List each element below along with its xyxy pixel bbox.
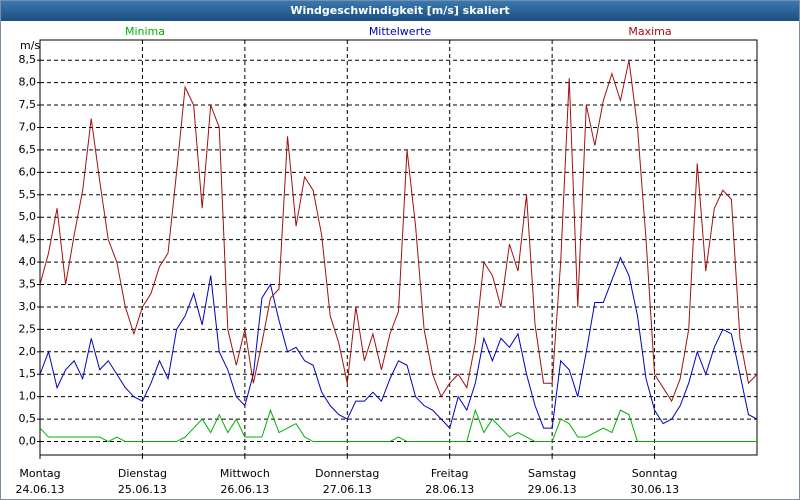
x-tick-label: 29.06.13	[528, 483, 577, 496]
y-tick-label: 0,5	[19, 412, 37, 425]
title-bar	[1, 1, 799, 21]
series-line	[39, 60, 758, 403]
y-tick-label: 3,5	[19, 278, 37, 291]
x-tick-label: Donnerstag	[315, 467, 379, 480]
y-tick-label: 7,0	[19, 120, 37, 133]
y-tick-label: 2,0	[19, 345, 37, 358]
x-tick-label: Freitag	[431, 467, 469, 480]
y-tick-label: 6,5	[19, 143, 37, 156]
x-tick-label: 26.06.13	[220, 483, 269, 496]
legend-entry: Maxima	[628, 25, 671, 38]
x-tick-label: Dienstag	[118, 467, 167, 480]
x-tick-label: Mittwoch	[220, 467, 270, 480]
y-tick-label: 4,5	[19, 233, 37, 246]
x-tick-label: 28.06.13	[425, 483, 474, 496]
legend-entry: Minima	[125, 25, 165, 38]
y-tick-label: 8,0	[19, 76, 37, 89]
y-tick-label: 5,5	[19, 188, 37, 201]
y-tick-label: 0,0	[19, 435, 37, 448]
plot-border	[39, 39, 758, 456]
y-tick-label: 7,5	[19, 98, 37, 111]
y-tick-label: 1,0	[19, 390, 37, 403]
x-tick-label: 24.06.13	[16, 483, 65, 496]
legend-entry: Mittelwerte	[369, 25, 432, 38]
x-tick-label: 25.06.13	[118, 483, 167, 496]
y-tick-label: 6,0	[19, 165, 37, 178]
y-tick-label: 2,5	[19, 322, 37, 335]
x-tick-label: Montag	[19, 467, 60, 480]
x-tick-label: Samstag	[528, 467, 576, 480]
series-line	[39, 408, 757, 443]
y-axis-label: m/s	[20, 39, 40, 52]
y-tick-label: 8,5	[19, 53, 37, 66]
y-tick-label: 4,0	[19, 255, 37, 268]
y-tick-label: 5,0	[19, 210, 37, 223]
x-tick-label: Sonntag	[632, 467, 678, 480]
x-tick-label: 30.06.13	[630, 483, 679, 496]
x-tick-label: 27.06.13	[323, 483, 372, 496]
chart-title: Windgeschwindigkeit [m/s] skaliert	[290, 4, 509, 17]
series-line	[39, 256, 758, 430]
y-tick-label: 1,5	[19, 367, 37, 380]
y-tick-label: 3,0	[19, 300, 37, 313]
